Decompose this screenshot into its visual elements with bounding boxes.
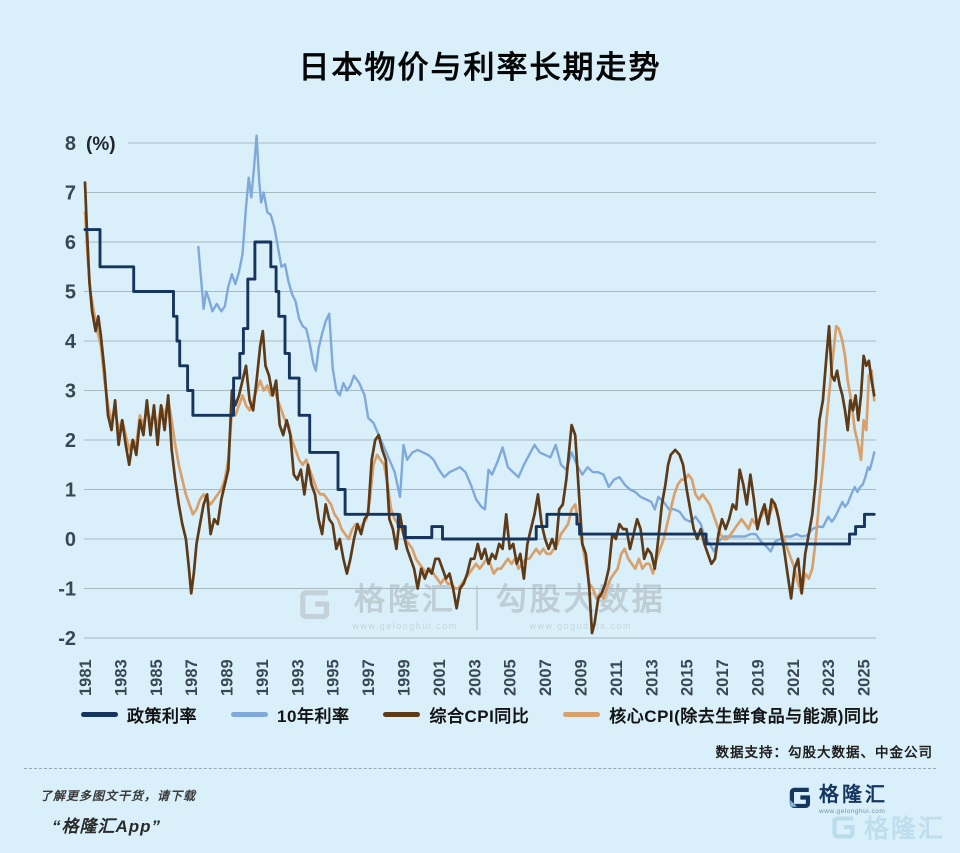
x-tick-label: 1983 — [112, 659, 130, 696]
axis-unit-label: (%) — [86, 134, 116, 155]
gelonghui-logo-ghost-text: 格隆汇 — [864, 814, 946, 843]
x-tick-label: 2017 — [714, 659, 732, 696]
x-tick-label: 1997 — [360, 659, 378, 696]
legend-item-policy-rate: 政策利率 — [81, 702, 197, 727]
y-tick-label: 5 — [65, 282, 76, 304]
series-line-headline-cpi — [83, 181, 876, 635]
legend-label-headline-cpi: 综合CPI同比 — [429, 707, 530, 726]
y-tick-label: 7 — [65, 183, 76, 205]
x-tick-label: 1989 — [219, 659, 237, 696]
x-tick-label: 2013 — [643, 659, 661, 696]
x-tick-label: 2005 — [502, 659, 520, 696]
footer-brand: 格隆汇 www.gelonghui.com 格隆汇 — [786, 780, 954, 853]
gelonghui-logo-text: 格隆汇 — [819, 784, 888, 806]
gelonghui-logo: 格隆汇 www.gelonghui.com — [786, 784, 888, 816]
series-line-policy-rate — [83, 228, 876, 546]
legend-swatch-core-cpi — [563, 712, 601, 717]
x-tick-label: 1987 — [183, 659, 201, 696]
x-tick-label: 1985 — [148, 659, 166, 696]
legend-swatch-10y-rate — [231, 712, 269, 717]
legend-swatch-headline-cpi — [383, 712, 421, 717]
promo-line2: “格隆汇App” — [52, 817, 162, 836]
legend: 政策利率 10年利率 综合CPI同比 核心CPI(除去生鲜食品与能源)同比 — [0, 702, 960, 727]
gelonghui-logo-ghost-icon — [828, 812, 858, 847]
chart-title: 日本物价与利率长期走势 — [298, 50, 662, 85]
x-tick-label: 1999 — [396, 659, 414, 696]
footer-promo: 了解更多图文干货，请下载 “格隆汇App” — [40, 787, 196, 837]
x-tick-label: 2021 — [785, 659, 803, 696]
line-chart: 8 7 6 5 4 3 2 1 0 -1 -2 (%) 1981 1983 1985 1987 1989 1991… — [58, 133, 876, 696]
footer-divider — [24, 768, 936, 769]
x-tick-label: 1981 — [77, 659, 95, 696]
y-tick-label: 4 — [65, 331, 77, 353]
legend-label-policy-rate: 政策利率 — [127, 707, 198, 726]
series-line-core-cpi — [83, 210, 876, 600]
y-tick-label: 1 — [65, 480, 76, 502]
x-tick-label: 1993 — [289, 659, 307, 696]
x-tick-label: 2015 — [679, 659, 697, 696]
legend-item-core-cpi: 核心CPI(除去生鲜食品与能源)同比 — [563, 702, 879, 727]
y-tick-label: 0 — [65, 529, 76, 551]
gelonghui-logo-ghost: 格隆汇 — [828, 812, 945, 847]
y-tick-label: 3 — [65, 381, 76, 403]
legend-item-headline-cpi: 综合CPI同比 — [383, 702, 529, 727]
x-tick-label: 2025 — [856, 659, 874, 696]
x-tick-label: 2007 — [537, 659, 555, 696]
legend-label-10y-rate: 10年利率 — [277, 707, 350, 726]
x-tick-label: 2001 — [431, 659, 449, 696]
x-tick-label: 1991 — [254, 659, 272, 696]
x-tick-label: 2003 — [466, 659, 484, 696]
x-tick-label: 2019 — [749, 659, 767, 696]
legend-item-10y-rate: 10年利率 — [231, 702, 349, 727]
legend-label-core-cpi: 核心CPI(除去生鲜食品与能源)同比 — [609, 707, 879, 726]
gelonghui-logo-icon — [786, 784, 813, 816]
x-tick-label: 2009 — [573, 659, 591, 696]
legend-swatch-policy-rate — [81, 712, 119, 717]
y-tick-label: 2 — [65, 430, 76, 452]
series-line-10y-rate — [197, 134, 876, 553]
y-tick-label: -2 — [58, 628, 76, 650]
gelonghui-logo-textblock: 格隆汇 www.gelonghui.com — [819, 784, 888, 815]
x-tick-label: 2011 — [608, 660, 626, 696]
x-tick-label: 1995 — [325, 659, 343, 696]
gelonghui-logo-url: www.gelonghui.com — [819, 808, 886, 815]
x-tick-label: 2023 — [820, 659, 838, 696]
promo-line1: 了解更多图文干货，请下载 — [40, 789, 197, 803]
y-tick-label: 8 — [65, 133, 76, 155]
data-support-note: 数据支持：勾股大数据、中金公司 — [715, 745, 933, 760]
y-tick-label: 6 — [65, 232, 76, 254]
y-tick-label: -1 — [58, 579, 76, 601]
